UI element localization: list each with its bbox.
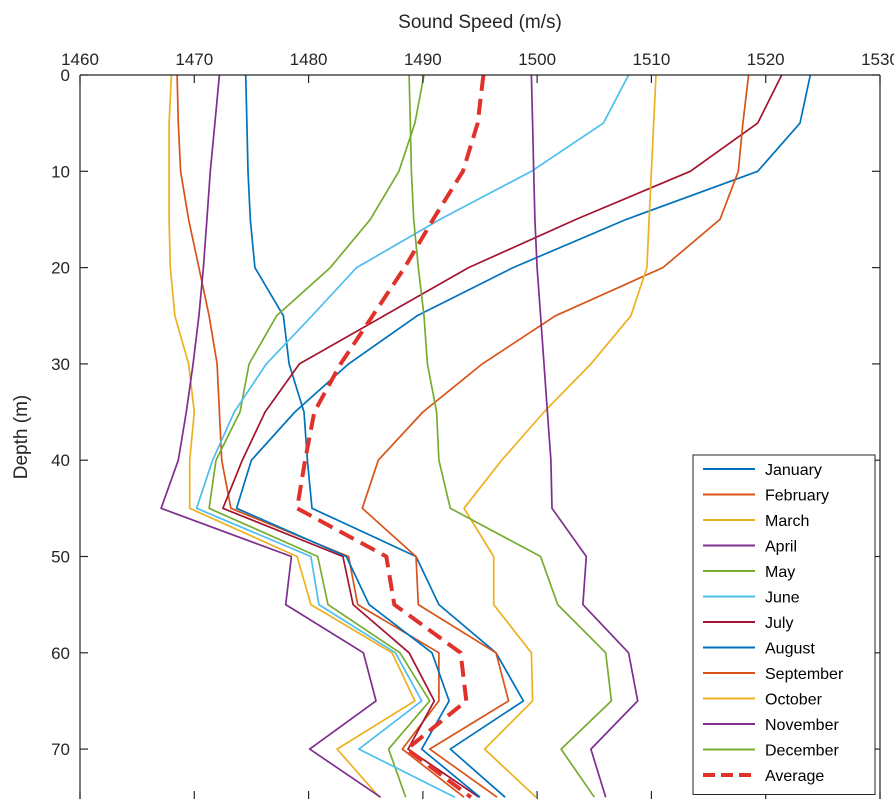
legend-label-february: February <box>765 488 829 505</box>
legend-label-october: October <box>765 692 823 709</box>
y-tick-label-40: 40 <box>51 451 70 470</box>
y-tick-label-60: 60 <box>51 644 70 663</box>
series-line-december <box>408 75 613 798</box>
series-line-may <box>208 75 431 798</box>
y-tick-label-50: 50 <box>51 548 70 567</box>
series-line-march <box>168 75 416 798</box>
x-tick-label-1490: 1490 <box>404 50 442 69</box>
series-line-july <box>222 75 783 798</box>
legend-label-may: May <box>765 564 795 581</box>
legend-label-april: April <box>765 539 797 556</box>
series-line-january <box>244 75 525 798</box>
y-tick-label-30: 30 <box>51 355 70 374</box>
series-line-november <box>530 75 639 798</box>
legend: January February March April May June July Augu… <box>692 454 876 795</box>
y-tick-label-10: 10 <box>51 162 70 181</box>
legend-label-march: March <box>765 513 809 530</box>
x-tick-label-1460: 1460 <box>61 50 99 69</box>
series-line-april <box>160 75 382 798</box>
y-axis-title: Depth (m) <box>11 395 32 479</box>
legend-label-january: January <box>765 462 822 479</box>
x-tick-label-1480: 1480 <box>290 50 328 69</box>
legend-label-average: Average <box>765 768 824 785</box>
legend-label-june: June <box>765 590 800 607</box>
x-tick-label-1470: 1470 <box>175 50 213 69</box>
legend-label-november: November <box>765 717 839 734</box>
legend-label-august: August <box>765 641 815 658</box>
series-line-february <box>176 75 465 798</box>
x-axis-title: Sound Speed (m/s) <box>398 12 562 33</box>
series-layer <box>160 75 812 799</box>
series-line-august <box>235 75 812 798</box>
x-tick-label-1500: 1500 <box>518 50 556 69</box>
y-tick-label-70: 70 <box>51 740 70 759</box>
series-line-average <box>295 75 486 799</box>
legend-label-july: July <box>765 615 793 632</box>
series-line-september <box>361 75 750 798</box>
legend-box <box>692 454 876 795</box>
y-tick-label-0: 0 <box>61 66 70 85</box>
x-tick-label-1510: 1510 <box>633 50 671 69</box>
series-line-october <box>463 75 657 798</box>
y-tick-label-20: 20 <box>51 259 70 278</box>
legend-label-december: December <box>765 743 839 760</box>
legend-label-september: September <box>765 666 844 683</box>
x-tick-label-1520: 1520 <box>747 50 785 69</box>
series-line-june <box>195 75 630 798</box>
